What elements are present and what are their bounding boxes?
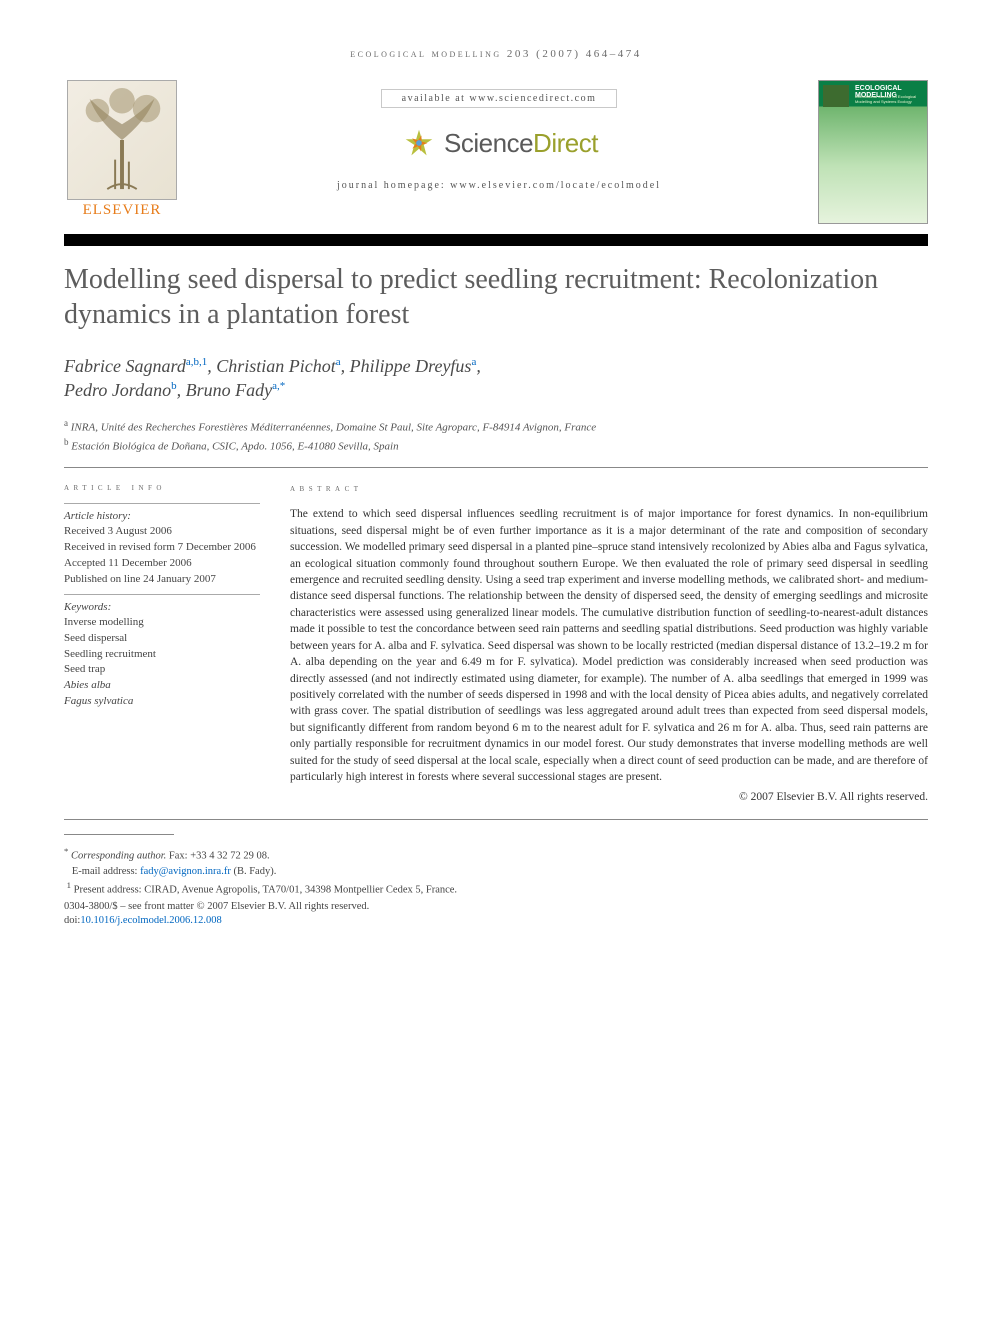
footnotes: * Corresponding author. Fax: +33 4 32 72…: [64, 845, 928, 898]
article-info-heading: article info: [64, 482, 260, 493]
keyword: Seed dispersal: [64, 631, 260, 647]
author-3: Philippe Dreyfusa: [350, 356, 477, 376]
history-received: Received 3 August 2006: [64, 524, 260, 540]
running-head: ecological modelling 203 (2007) 464–474: [64, 48, 928, 60]
sciencedirect-wordmark: ScienceDirect: [444, 128, 598, 159]
affiliation-a: a INRA, Unité des Recherches Forestières…: [64, 417, 928, 436]
journal-cover-thumbnail: ECOLOGICAL MODELLING International Journ…: [818, 80, 928, 224]
author-2-affil-link[interactable]: a: [336, 356, 341, 368]
keyword-italic: Abies alba: [64, 678, 260, 694]
history-accepted: Accepted 11 December 2006: [64, 556, 260, 572]
author-list: Fabrice Sagnarda,b,1, Christian Pichota,…: [64, 354, 928, 403]
elsevier-tree-icon: [67, 80, 177, 200]
article-info-column: article info Article history: Received 3…: [64, 482, 260, 805]
sciencedirect-burst-icon: [400, 124, 438, 162]
corresponding-author-note: * Corresponding author. Fax: +33 4 32 72…: [64, 845, 928, 864]
author-4: Pedro Jordanob: [64, 380, 177, 400]
article-history-head: Article history:: [64, 510, 260, 522]
rule-bottom: [64, 819, 928, 820]
cover-subtitle: International Journal on Ecological Mode…: [855, 95, 927, 105]
body-columns: article info Article history: Received 3…: [64, 482, 928, 805]
history-revised: Received in revised form 7 December 2006: [64, 540, 260, 556]
available-at-line: available at www.sciencedirect.com: [381, 89, 618, 108]
abstract-text: The extend to which seed dispersal influ…: [290, 506, 928, 785]
keyword: Seedling recruitment: [64, 647, 260, 663]
elsevier-logo: ELSEVIER: [64, 80, 180, 219]
elsevier-wordmark: ELSEVIER: [64, 202, 180, 219]
author-5: Bruno Fadya,*: [186, 380, 286, 400]
author-5-affil-link[interactable]: a,*: [272, 380, 285, 392]
issn-copyright-line: 0304-3800/$ – see front matter © 2007 El…: [64, 900, 928, 915]
keyword: Inverse modelling: [64, 615, 260, 631]
author-3-affil-link[interactable]: a: [471, 356, 476, 368]
sciencedirect-logo: ScienceDirect: [194, 124, 804, 162]
separator-bar: [64, 234, 928, 246]
email-line: E-mail address: fady@avignon.inra.fr (B.…: [64, 864, 928, 879]
keywords-head: Keywords:: [64, 601, 260, 613]
keyword: Seed trap: [64, 662, 260, 678]
rule-top: [64, 467, 928, 468]
doi-link[interactable]: 10.1016/j.ecolmodel.2006.12.008: [80, 915, 221, 926]
author-4-affil-link[interactable]: b: [171, 380, 177, 392]
journal-homepage-line: journal homepage: www.elsevier.com/locat…: [194, 180, 804, 191]
article-title: Modelling seed dispersal to predict seed…: [64, 262, 928, 332]
corresponding-email-link[interactable]: fady@avignon.inra.fr: [140, 866, 231, 877]
footnote-rule: [64, 834, 174, 835]
masthead-center: available at www.sciencedirect.com Scien…: [194, 80, 804, 191]
author-1-affil-link[interactable]: a,b,1: [186, 356, 207, 368]
history-published: Published on line 24 January 2007: [64, 572, 260, 588]
present-address-note: 1 Present address: CIRAD, Avenue Agropol…: [64, 879, 928, 898]
abstract-copyright: © 2007 Elsevier B.V. All rights reserved…: [290, 789, 928, 805]
footer-block: 0304-3800/$ – see front matter © 2007 El…: [64, 900, 928, 929]
doi-line: doi:10.1016/j.ecolmodel.2006.12.008: [64, 914, 928, 929]
affiliation-b: b Estación Biológica de Doñana, CSIC, Ap…: [64, 436, 928, 455]
masthead: ELSEVIER available at www.sciencedirect.…: [64, 80, 928, 224]
keyword-italic: Fagus sylvatica: [64, 694, 260, 710]
author-1: Fabrice Sagnarda,b,1: [64, 356, 207, 376]
abstract-column: abstract The extend to which seed disper…: [290, 482, 928, 805]
affiliations: a INRA, Unité des Recherches Forestières…: [64, 417, 928, 455]
abstract-heading: abstract: [290, 482, 928, 496]
author-2: Christian Pichota: [216, 356, 340, 376]
